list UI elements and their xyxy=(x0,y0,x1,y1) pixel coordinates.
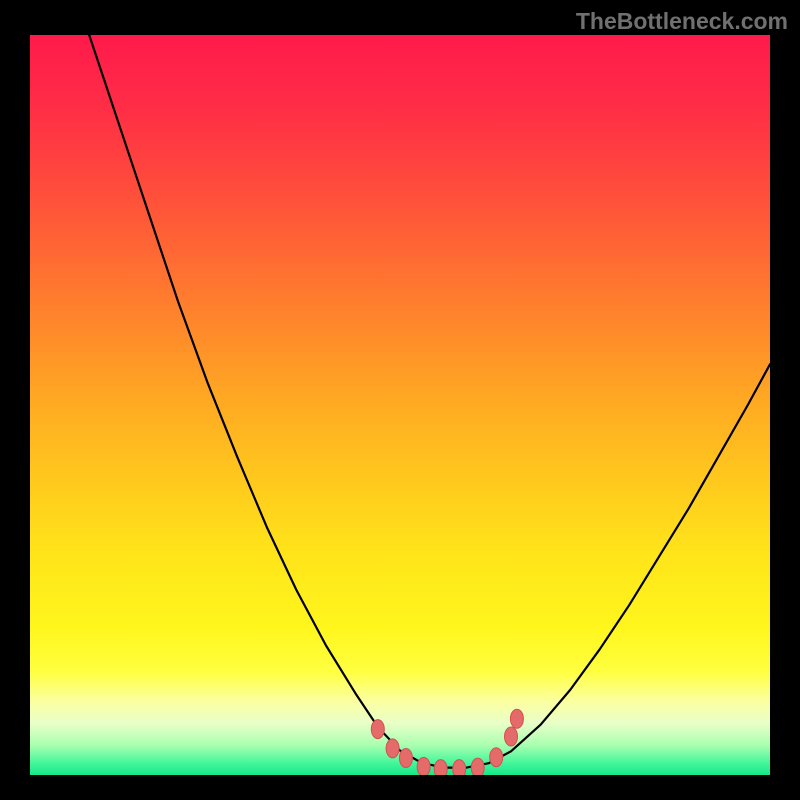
marker-point xyxy=(453,760,466,775)
watermark-text: TheBottleneck.com xyxy=(576,8,788,35)
marker-point xyxy=(386,739,399,758)
marker-point xyxy=(490,748,503,767)
marker-point xyxy=(510,709,523,728)
plot-svg xyxy=(30,35,770,775)
marker-point xyxy=(505,727,518,746)
gradient-background xyxy=(30,35,770,775)
plot-area xyxy=(30,35,770,775)
marker-point xyxy=(399,748,412,767)
marker-point xyxy=(434,760,447,775)
chart-frame: TheBottleneck.com xyxy=(0,0,800,800)
marker-point xyxy=(417,757,430,775)
marker-point xyxy=(371,720,384,739)
marker-point xyxy=(471,758,484,775)
